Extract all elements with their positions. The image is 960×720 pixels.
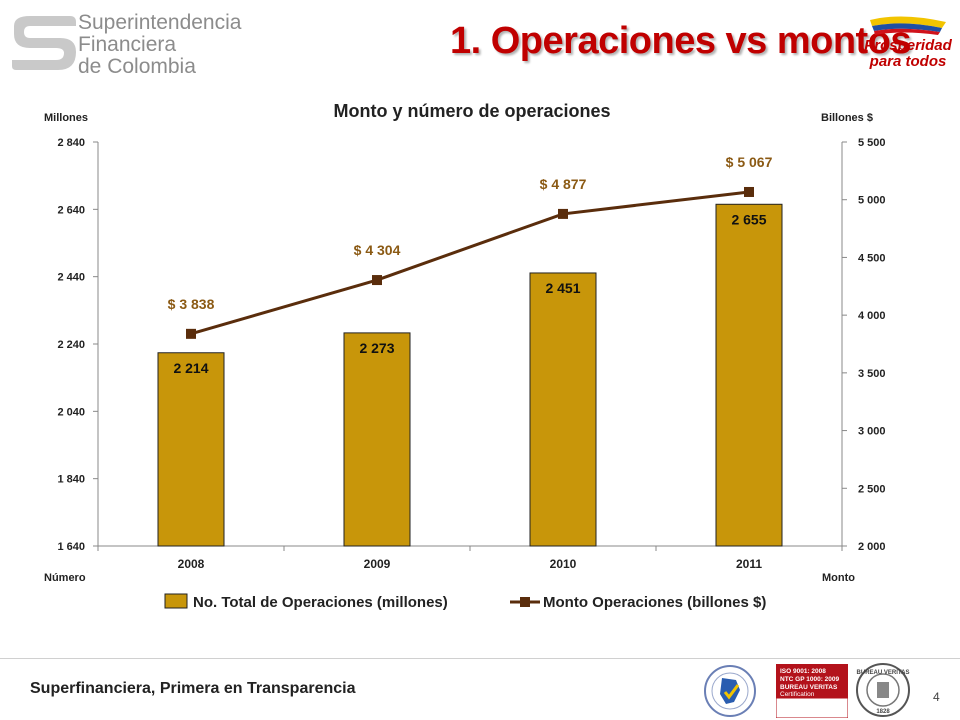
x-tick-label: 2008	[178, 557, 205, 571]
monto-point-2010	[558, 208, 568, 219]
footer-tagline: Superfinanciera, Primera en Transparenci…	[30, 680, 356, 697]
legend-bar-swatch	[164, 593, 188, 609]
campaign-logo-line-2: para todos	[869, 53, 947, 70]
org-name: Superintendencia Financiera de Colombia	[78, 12, 241, 78]
right-tick-label: 2 000	[858, 541, 886, 553]
right-axis-bottom-label: Monto	[822, 572, 855, 584]
legend: No. Total de Operaciones (millones) Monto…	[164, 593, 766, 611]
cert-round-year: 1828	[876, 709, 890, 715]
plot-area: 1 640 1 840 2 040 2 240 2 440 2 640 2 840 2 000…	[57, 137, 885, 571]
prosperidad-logo-icon: Prosperidad para todos	[864, 16, 953, 70]
iso-certification-badge: ISO 9001: 2008 NTC GP 1000: 2009 BUREAU …	[776, 664, 848, 718]
cert-line: ISO 9001: 2008	[780, 668, 826, 675]
monto-point-2009	[372, 275, 382, 286]
org-name-line: Financiera	[78, 33, 177, 56]
x-tick-label: 2011	[736, 557, 762, 571]
right-tick-label: 5 500	[858, 137, 886, 149]
superfinanciera-logo-icon	[12, 16, 76, 70]
monto-point-2008	[186, 328, 196, 339]
cert-line: BUREAU VERITAS	[780, 684, 838, 691]
left-tick-label: 1 840	[57, 474, 85, 486]
government-seal-icon	[704, 665, 756, 717]
combo-chart: Monto y número de operaciones Millones B…	[44, 101, 886, 611]
monto-point-2011	[744, 186, 754, 197]
x-tick-label: 2009	[364, 557, 391, 571]
legend-bar-label: No. Total de Operaciones (millones)	[193, 594, 448, 611]
cert-round-label: BUREAU VERITAS	[857, 670, 910, 676]
org-name-line: Superintendencia	[78, 11, 242, 34]
legend-line-label: Monto Operaciones (billones $)	[543, 594, 766, 611]
right-tick-label: 2 500	[858, 483, 886, 495]
line-value-label: $ 4 877	[540, 176, 587, 192]
right-tick-label: 5 000	[858, 195, 886, 207]
bar-2009	[343, 332, 411, 547]
left-tick-label: 2 840	[57, 137, 85, 149]
footer-divider	[0, 658, 960, 659]
x-tick-label: 2010	[550, 557, 577, 571]
chart-title: Monto y número de operaciones	[333, 101, 610, 121]
right-tick-label: 4 000	[858, 310, 886, 322]
line-value-label: $ 5 067	[726, 154, 773, 170]
org-name-line: de Colombia	[78, 55, 196, 78]
page-number: 4	[933, 690, 940, 704]
right-tick-label: 4 500	[858, 252, 886, 264]
bar-2010	[529, 272, 597, 547]
bar-value-label: 2 273	[359, 340, 394, 356]
bar-2008	[157, 352, 225, 547]
right-axis-unit-label: Billones $	[821, 112, 873, 124]
cert-line: Certification	[780, 691, 815, 698]
legend-line-marker	[520, 597, 530, 607]
slide-title: 1. Operaciones vs montos	[450, 20, 912, 62]
left-axis-bottom-label: Número	[44, 572, 86, 584]
bar-value-label: 2 451	[545, 280, 580, 296]
cert-line: NTC GP 1000: 2009	[780, 676, 840, 683]
monto-series-line	[190, 190, 750, 336]
bar-value-label: 2 655	[731, 211, 766, 227]
left-tick-label: 2 440	[57, 272, 85, 284]
line-value-label: $ 4 304	[354, 242, 401, 258]
right-tick-label: 3 000	[858, 426, 886, 438]
left-axis-unit-label: Millones	[44, 112, 88, 124]
campaign-logo-line-1: Prosperidad	[864, 37, 952, 54]
bar-value-label: 2 214	[173, 360, 208, 376]
left-tick-label: 2 640	[57, 204, 85, 216]
left-tick-label: 1 640	[57, 541, 85, 553]
bureau-veritas-seal-icon: BUREAU VERITAS 1828	[856, 663, 910, 717]
line-value-label: $ 3 838	[168, 296, 215, 312]
left-tick-label: 2 040	[57, 406, 85, 418]
left-tick-label: 2 240	[57, 339, 85, 351]
right-tick-label: 3 500	[858, 368, 886, 380]
bar-2011	[715, 203, 783, 547]
